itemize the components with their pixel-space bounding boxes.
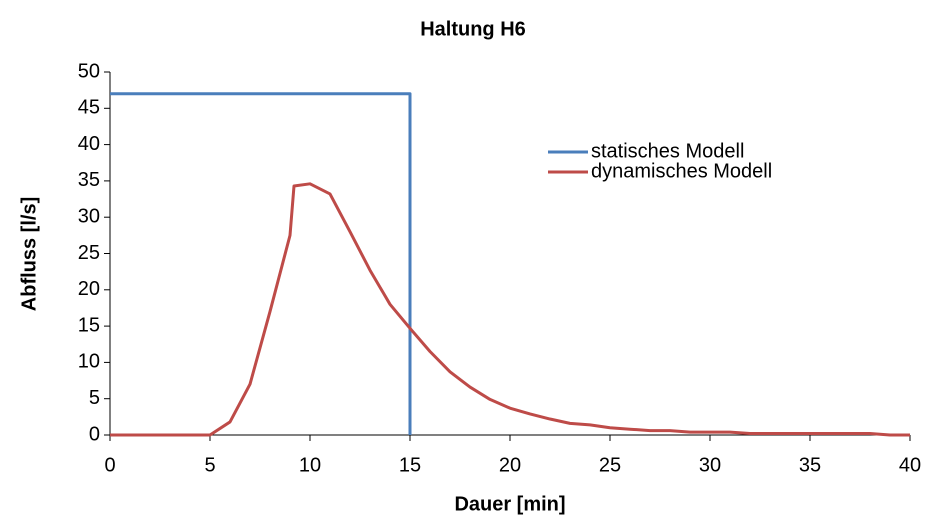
y-tick-label: 0 — [89, 423, 100, 445]
chart-title: Haltung H6 — [420, 18, 526, 40]
y-tick-label: 5 — [89, 387, 100, 409]
y-tick-label: 10 — [78, 351, 100, 373]
y-tick-label: 40 — [78, 133, 100, 155]
legend-label: statisches Modell — [591, 140, 744, 162]
y-tick-label: 50 — [78, 60, 100, 82]
x-tick-label: 40 — [899, 454, 921, 476]
series-line — [110, 182, 910, 437]
y-tick-label: 35 — [78, 169, 100, 191]
x-tick-label: 25 — [599, 454, 621, 476]
x-tick-label: 10 — [299, 454, 321, 476]
y-tick-label: 15 — [78, 314, 100, 336]
y-axis-label: Abfluss [l/s] — [18, 197, 40, 311]
x-tick-label: 0 — [104, 454, 115, 476]
x-tick-label: 20 — [499, 454, 521, 476]
x-tick-label: 35 — [799, 454, 821, 476]
x-tick-label: 15 — [399, 454, 421, 476]
y-tick-label: 30 — [78, 205, 100, 227]
legend-label: dynamisches Modell — [591, 160, 772, 182]
y-tick-label: 25 — [78, 242, 100, 264]
x-tick-label: 5 — [204, 454, 215, 476]
y-tick-label: 45 — [78, 97, 100, 119]
x-axis-label: Dauer [min] — [454, 493, 565, 515]
x-tick-label: 30 — [699, 454, 721, 476]
series-line — [110, 92, 412, 435]
y-tick-label: 20 — [78, 278, 100, 300]
